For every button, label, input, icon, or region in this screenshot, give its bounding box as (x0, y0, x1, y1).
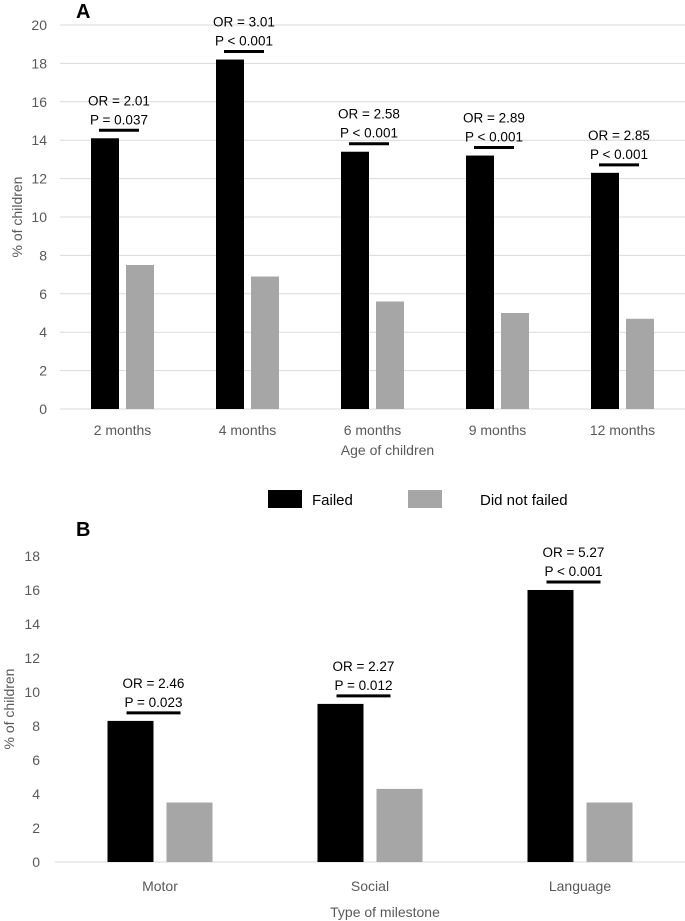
x-axis-label: Age of children (341, 442, 434, 458)
y-tick-label: 18 (24, 548, 40, 564)
p-value-label: P = 0.023 (125, 695, 183, 710)
y-tick-label: 8 (39, 247, 47, 263)
y-tick-label: 6 (39, 286, 47, 302)
panel-letter: A (76, 1, 90, 23)
y-tick-label: 2 (32, 820, 40, 836)
p-value-label: P < 0.001 (340, 126, 398, 141)
odds-ratio-label: OR = 2.85 (588, 128, 650, 143)
x-tick-label: 4 months (219, 422, 277, 438)
bar-did-not-fail (376, 301, 404, 409)
legend-swatch-not-failed (408, 490, 442, 508)
y-tick-label: 12 (31, 171, 47, 187)
y-tick-label: 4 (39, 324, 47, 340)
x-tick-label: 2 months (94, 422, 152, 438)
odds-ratio-label: OR = 2.27 (333, 659, 395, 674)
bar-failed (466, 155, 494, 409)
chart-panel-b: B 0 2 4 6 8 10 12 14 16 18 % of children Motor P = 0.… (1, 519, 685, 920)
bar-did-not-fail (626, 318, 654, 409)
x-tick-label: 12 months (590, 422, 655, 438)
bar-failed (341, 151, 369, 409)
bar-failed (107, 720, 154, 862)
legend-swatch-failed (268, 490, 302, 508)
x-tick-label: Language (549, 878, 612, 894)
y-tick-label: 14 (24, 616, 40, 632)
p-value-label: P < 0.001 (545, 564, 603, 579)
y-tick-label: 20 (31, 17, 47, 33)
odds-ratio-label: OR = 2.89 (463, 111, 525, 126)
p-value-label: P = 0.012 (335, 678, 393, 693)
y-axis-label: % of children (1, 669, 17, 750)
bar-failed (527, 590, 574, 862)
x-axis-label: Type of milestone (330, 904, 440, 920)
odds-ratio-label: OR = 3.01 (213, 15, 275, 30)
bar-did-not-fail (376, 788, 423, 862)
p-value-label: P < 0.001 (465, 130, 523, 145)
x-tick-label: Motor (142, 878, 178, 894)
p-value-label: P < 0.001 (590, 147, 648, 162)
y-tick-label: 14 (31, 132, 47, 148)
y-tick-label: 16 (24, 582, 40, 598)
odds-ratio-label: OR = 2.01 (88, 93, 150, 108)
y-tick-label: 10 (31, 209, 47, 225)
chart-panel-a: A 0 2 4 6 8 10 12 14 16 18 20 % of children 2 months P… (9, 1, 685, 458)
odds-ratio-label: OR = 5.27 (543, 545, 605, 560)
bar-did-not-fail (251, 276, 279, 409)
x-tick-label: 9 months (469, 422, 527, 438)
odds-ratio-label: OR = 2.58 (338, 107, 400, 122)
x-tick-label: 6 months (344, 422, 402, 438)
bar-failed (216, 59, 244, 410)
y-axis-label: % of children (9, 177, 25, 258)
odds-ratio-label: OR = 2.46 (123, 676, 185, 691)
y-tick-label: 0 (32, 854, 40, 870)
legend-label-not-failed: Did not failed (480, 492, 568, 509)
legend-label-failed: Failed (312, 492, 353, 509)
p-value-label: P = 0.037 (90, 112, 148, 127)
y-tick-label: 4 (32, 786, 40, 802)
bar-did-not-fail (126, 265, 154, 409)
bar-did-not-fail (501, 313, 529, 409)
y-tick-label: 8 (32, 718, 40, 734)
bar-failed (317, 703, 364, 862)
p-value-label: P < 0.001 (215, 34, 273, 49)
legend: Failed Did not failed (268, 490, 568, 509)
y-tick-label: 18 (31, 55, 47, 71)
y-tick-label: 10 (24, 684, 40, 700)
y-tick-label: 6 (32, 752, 40, 768)
panel-letter: B (76, 519, 90, 541)
y-tick-label: 12 (24, 650, 40, 666)
bar-failed (591, 172, 619, 409)
bar-did-not-fail (586, 802, 633, 862)
y-tick-label: 16 (31, 94, 47, 110)
x-tick-label: Social (351, 878, 389, 894)
bar-failed (91, 138, 119, 409)
bar-did-not-fail (166, 802, 213, 862)
y-tick-label: 2 (39, 363, 47, 379)
y-tick-label: 0 (39, 401, 47, 417)
